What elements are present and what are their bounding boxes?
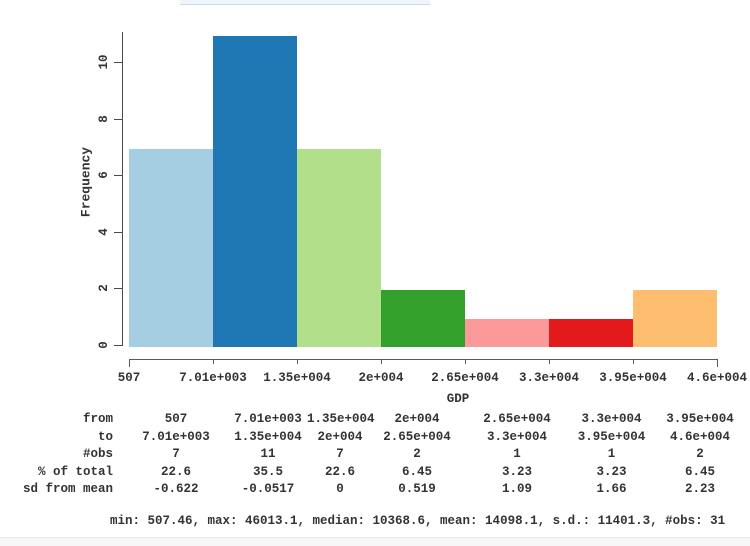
x-tick-label: 3.3e+004 [518,371,580,385]
table-cell: 7.01e+003 [234,412,302,426]
table-cell: 7 [172,447,180,461]
table-cell: 3.95e+004 [577,429,646,444]
x-tick [297,359,298,364]
histogram-bar-2 [213,36,297,347]
table-row-from: from 507 7.01e+003 1.35e+004 2e+004 2.65e+004… [0,411,750,429]
table-cell: -0.622 [153,482,199,496]
y-axis-title: Frequency [78,146,94,218]
x-tick-label: 2.65e+004 [431,371,499,385]
x-axis-line [129,359,718,360]
x-tick-label: 507 [117,371,141,385]
x-tick [465,359,466,364]
row-label: from [82,412,113,426]
table-cell: 1.35e+004 [234,429,302,444]
histogram-bar-6 [549,319,633,347]
y-tick-label: 2 [97,284,111,293]
table-cell: 3.23 [596,464,627,479]
histogram-bar-1 [129,149,213,347]
table-cell: 3.3e+004 [486,429,547,444]
table-cell: 507 [164,412,188,426]
y-tick-label: 6 [97,171,111,179]
x-tick [717,359,718,367]
summary-statistics: min: 507.46, max: 46013.1, median: 10368… [110,514,726,528]
table-cell: 1.66 [596,482,627,496]
histogram-bar-4 [381,290,465,347]
x-axis-title: GDP [446,392,470,406]
table-cell: 11 [260,447,276,461]
histogram-bar-5 [465,319,549,347]
table-cell: 7 [336,447,344,461]
x-tick-label: 4.6e+004 [686,371,748,385]
y-tick [114,231,122,233]
row-label: sd from mean [22,482,113,496]
row-label: % of total [37,464,113,479]
y-axis-line [122,32,123,346]
y-tick-label: 8 [97,114,111,123]
table-cell: 4.6e+004 [669,429,730,444]
x-tick-label: 2e+004 [358,371,404,385]
table-cell: 2.65e+004 [383,429,451,444]
table-cell: 2e+004 [317,429,363,444]
table-cell: 22.6 [324,464,355,479]
x-tick [549,359,550,364]
frequency-histogram-plot: Frequency 0 2 4 6 8 10 507 7.01e+003 1.35e+004 2… [78,32,748,406]
bottom-panel-edge [0,537,750,546]
y-tick [114,62,122,63]
table-cell: -0.0517 [241,482,295,496]
table-cell: 6.45 [684,464,715,479]
table-cell: 2e+004 [394,412,440,426]
table-cell: 2 [696,447,704,461]
table-cell: 2.65e+004 [483,412,551,426]
table-cell: 3.3e+004 [581,412,642,426]
table-cell: 2 [413,447,421,461]
table-row--of-total: % of total 22.6 35.5 22.6 6.45 3.23 3.23 6.45 [0,464,750,482]
table-cell: 3.23 [501,464,532,479]
x-tick-label: 1.35e+004 [263,371,331,385]
table-cell: 6.45 [401,464,432,479]
table-row-sd-from-mean: sd from mean -0.622 -0.0517 0 0.519 1.09 1.66 2… [0,481,750,499]
table-cell: 2.23 [684,482,715,496]
histogram-bar-3 [297,149,381,347]
y-tick [114,118,122,120]
table-cell: 1 [513,447,521,461]
x-tick-label: 3.95e+004 [599,371,667,385]
table-row--obs: #obs 7 11 7 2 1 1 2 [0,446,750,464]
y-tick-label: 4 [97,228,111,236]
y-tick-label: 10 [97,54,111,70]
x-tick [633,359,634,364]
y-tick [114,288,122,290]
table-cell: 0 [336,482,344,496]
table-cell: 35.5 [252,464,283,479]
table-cell: 1 [607,447,616,461]
x-tick-label: 7.01e+003 [179,371,247,385]
table-cell: 1.09 [501,482,532,496]
table-cell: 22.6 [160,464,191,479]
y-tick [114,345,122,346]
y-tick [114,175,122,177]
table-cell: 0.519 [398,482,436,496]
table-row-to: to 7.01e+003 1.35e+004 2e+004 2.65e+004 3.3e+… [0,429,750,447]
row-label: #obs [82,447,113,461]
row-label: to [97,429,113,444]
x-tick [213,359,214,364]
x-tick [381,359,382,364]
table-cell: 1.35e+004 [307,412,375,426]
histogram-bar-7 [633,290,717,347]
frequency-table: from 507 7.01e+003 1.35e+004 2e+004 2.65e+004… [0,411,750,499]
table-cell: 3.95e+004 [666,412,734,426]
x-tick [129,359,130,367]
y-tick-label: 0 [97,341,111,349]
table-cell: 7.01e+003 [142,429,210,444]
title-highlight-strip [180,0,430,5]
